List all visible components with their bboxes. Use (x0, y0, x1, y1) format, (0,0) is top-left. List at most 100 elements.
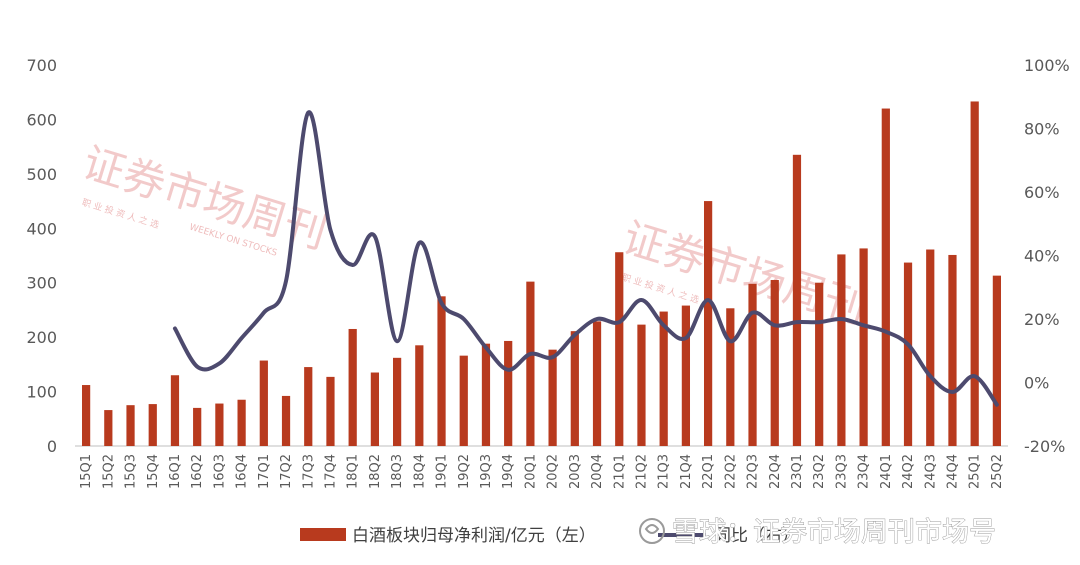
y-left-tick-label: 200 (26, 328, 57, 347)
y-left-tick-label: 500 (26, 165, 57, 184)
bar-20Q4 (592, 321, 602, 446)
x-tick-label: 22Q3 (746, 454, 761, 489)
bar-15Q4 (148, 404, 157, 446)
x-tick-label: 23Q4 (857, 454, 872, 489)
x-tick-label: 20Q3 (568, 454, 583, 489)
y-left-tick-label: 300 (26, 274, 57, 293)
bar-19Q4 (504, 340, 513, 446)
bar-16Q4 (237, 399, 246, 446)
bar-19Q2 (459, 355, 468, 446)
bar-22Q3 (748, 283, 757, 446)
y-right-tick-label: 20% (1024, 310, 1060, 329)
bar-20Q3 (570, 331, 579, 446)
x-tick-label: 19Q3 (479, 454, 494, 489)
x-tick-label: 22Q4 (768, 454, 783, 489)
bar-24Q4 (948, 254, 957, 446)
x-tick-label: 24Q1 (879, 454, 894, 489)
bar-20Q1 (526, 281, 535, 446)
x-tick-label: 24Q4 (945, 454, 960, 489)
x-tick-label: 21Q3 (657, 454, 672, 489)
x-tick-label: 19Q2 (457, 454, 472, 489)
x-tick-label: 20Q1 (523, 454, 538, 489)
x-tick-label: 17Q2 (279, 454, 294, 489)
x-tick-label: 21Q1 (612, 454, 627, 489)
x-tick-label: 25Q2 (990, 454, 1005, 489)
legend: 白酒板块归母净利润/亿元（左） 同比（右） (300, 526, 799, 546)
x-tick-label: 22Q1 (701, 454, 716, 489)
bar-16Q1 (170, 375, 180, 446)
bar-23Q3 (837, 254, 846, 446)
x-tick-label: 18Q4 (412, 454, 427, 489)
bar-19Q1 (437, 296, 446, 446)
x-tick-label: 23Q3 (834, 454, 849, 489)
x-tick-label: 23Q1 (790, 454, 805, 489)
bar-18Q1 (348, 328, 357, 446)
x-tick-label: 15Q3 (124, 454, 139, 489)
bar-24Q3 (926, 249, 935, 446)
bar-23Q1 (792, 154, 802, 447)
bar-23Q4 (859, 248, 868, 446)
bar-17Q2 (281, 395, 291, 446)
y-right-tick-label: 40% (1024, 247, 1060, 266)
bar-25Q2 (992, 275, 1002, 446)
bar-18Q3 (392, 357, 402, 446)
legend-bar-label: 白酒板块归母净利润/亿元（左） (352, 526, 596, 546)
bar-18Q2 (370, 372, 380, 446)
bar-16Q2 (193, 407, 202, 446)
x-tick-label: 17Q4 (323, 454, 338, 489)
bar-20Q2 (548, 349, 557, 446)
bar-24Q2 (903, 262, 913, 446)
bar-21Q4 (681, 305, 691, 446)
y-right-tick-label: 100% (1024, 56, 1070, 75)
bar-16Q3 (215, 403, 224, 446)
y-right-tick-label: 0% (1024, 374, 1049, 393)
bar-19Q3 (481, 343, 491, 446)
y-axis-left: 0 100 200 300 400 500 600 700 (26, 56, 57, 456)
y-right-tick-label: 80% (1024, 120, 1060, 139)
y-left-tick-label: 100 (26, 383, 57, 402)
x-tick-label: 18Q1 (346, 454, 361, 489)
x-tick-label: 18Q3 (390, 454, 405, 489)
bar-22Q1 (703, 201, 713, 446)
bar-22Q2 (726, 308, 735, 446)
bar-21Q3 (659, 311, 668, 446)
bar-21Q1 (615, 252, 624, 446)
bar-15Q2 (104, 410, 113, 446)
yoy-line-series (172, 110, 999, 407)
x-tick-label: 15Q4 (146, 454, 161, 489)
y-right-tick-label: 60% (1024, 183, 1060, 202)
x-tick-label: 24Q2 (901, 454, 916, 489)
bar-17Q1 (259, 360, 268, 446)
x-tick-label: 20Q2 (546, 454, 561, 489)
bar-17Q4 (326, 376, 335, 446)
footer-watermark: 雪球：证券市场周刊市场号 (639, 517, 996, 548)
y-left-tick-label: 0 (47, 437, 57, 456)
x-tick-label: 15Q1 (79, 454, 94, 489)
legend-line-label: 同比（右） (714, 526, 799, 546)
x-tick-label: 20Q4 (590, 454, 605, 489)
x-tick-label: 25Q1 (968, 454, 983, 489)
y-axis-right: -20% 0% 20% 40% 60% 80% 100% (1024, 56, 1070, 456)
bar-18Q4 (415, 345, 424, 446)
y-left-tick-label: 700 (26, 56, 57, 75)
bar-23Q2 (815, 282, 824, 446)
x-tick-label: 22Q2 (723, 454, 738, 489)
bar-25Q1 (970, 101, 979, 447)
y-left-tick-label: 600 (26, 110, 57, 129)
x-tick-label: 19Q4 (501, 454, 516, 489)
x-tick-label: 16Q4 (235, 454, 250, 489)
x-tick-label: 18Q2 (368, 454, 383, 489)
snowball-logo-icon (639, 518, 665, 544)
x-tick-label: 21Q4 (679, 454, 694, 489)
legend-bar-swatch (300, 528, 346, 541)
x-axis: 15Q1 15Q2 15Q3 15Q4 16Q1 16Q2 16Q3 16Q4 17Q1 17Q2… (79, 454, 1005, 489)
x-tick-label: 21Q2 (634, 454, 649, 489)
bar-17Q3 (304, 367, 313, 446)
bar-24Q1 (881, 108, 890, 447)
x-tick-label: 16Q1 (168, 454, 183, 489)
x-tick-label: 16Q2 (190, 454, 205, 489)
x-tick-label: 17Q3 (301, 454, 316, 489)
bar-15Q1 (81, 385, 91, 446)
y-left-tick-label: 400 (26, 219, 57, 238)
